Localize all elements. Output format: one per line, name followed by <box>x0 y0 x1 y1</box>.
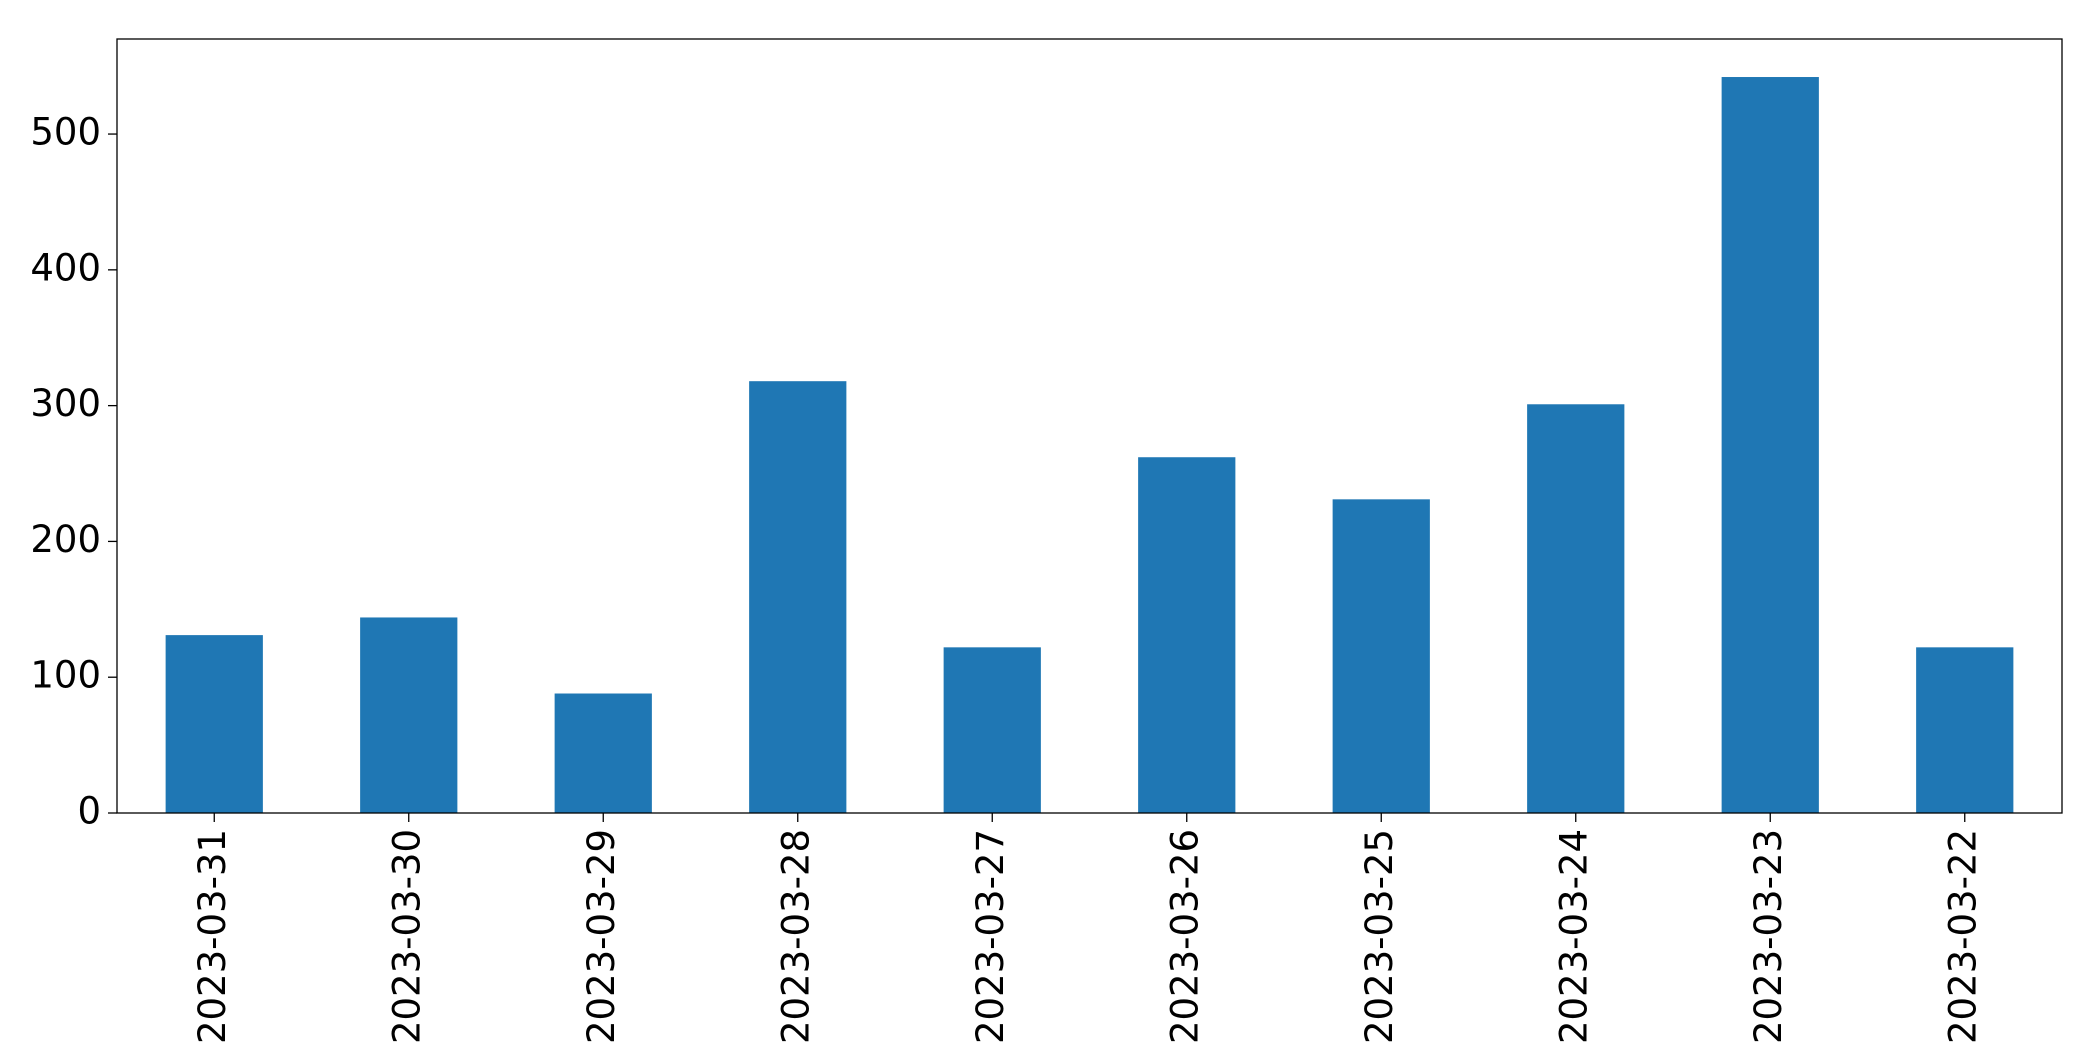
bar <box>554 693 652 813</box>
x-tick-label: 2023-03-28 <box>774 829 817 1044</box>
x-tick-label: 2023-03-31 <box>191 829 234 1044</box>
y-tick-label: 400 <box>30 246 101 289</box>
bar <box>1332 499 1430 813</box>
bar <box>1527 404 1625 813</box>
x-tick-label: 2023-03-24 <box>1552 829 1595 1044</box>
plot-frame <box>116 38 2063 814</box>
bar <box>1721 77 1819 813</box>
bar <box>165 635 263 813</box>
bar <box>1916 647 2014 813</box>
y-tick-label: 100 <box>30 654 101 697</box>
bar <box>360 617 458 813</box>
x-tick-label: 2023-03-30 <box>385 829 428 1044</box>
y-tick-label: 200 <box>30 518 101 561</box>
bar <box>1138 457 1236 813</box>
bar <box>943 647 1041 813</box>
x-tick-label: 2023-03-22 <box>1941 829 1984 1044</box>
y-tick-label: 500 <box>30 111 101 154</box>
x-tick-label: 2023-03-27 <box>969 829 1012 1044</box>
x-tick-label: 2023-03-29 <box>580 829 623 1044</box>
y-tick-label: 0 <box>77 790 101 833</box>
x-tick-label: 2023-03-26 <box>1163 829 1206 1044</box>
x-tick-label: 2023-03-25 <box>1358 829 1401 1044</box>
y-tick-label: 300 <box>30 382 101 425</box>
x-tick-label: 2023-03-23 <box>1747 829 1790 1044</box>
bar <box>749 381 847 813</box>
